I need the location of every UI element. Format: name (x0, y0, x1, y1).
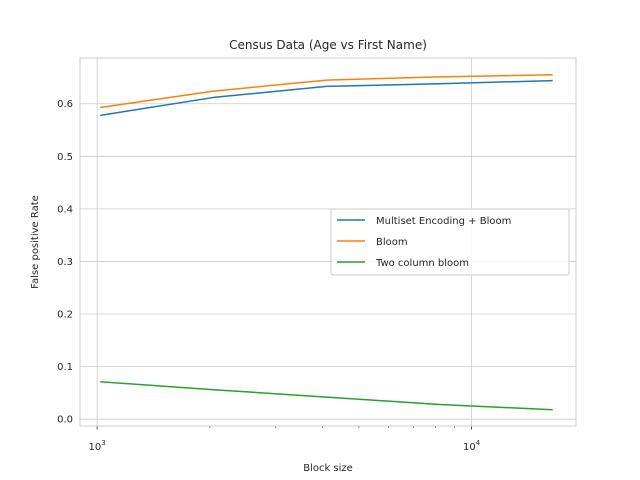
y-tick-label: 0.1 (57, 362, 73, 373)
legend-label: Bloom (376, 237, 408, 248)
legend: Multiset Encoding + Bloom Bloom Two column… (330, 208, 570, 276)
legend-label: Two column bloom (375, 258, 469, 269)
chart-title: Census Data (Age vs First Name) (229, 38, 427, 52)
legend-label: Multiset Encoding + Bloom (376, 216, 511, 227)
x-axis-label: Block size (303, 463, 353, 474)
y-axis-label: False positive Rate (30, 195, 41, 289)
y-tick-label: 0.3 (57, 257, 73, 268)
y-tick-label: 0.4 (57, 204, 73, 215)
y-tick-label: 0.6 (57, 99, 73, 110)
series-line (100, 381, 553, 411)
series-lines (100, 74, 553, 411)
plot-frame (79, 57, 577, 427)
y-tick-label: 0.0 (57, 415, 73, 426)
y-tick-label: 0.5 (57, 152, 73, 163)
legend-box (330, 208, 570, 276)
y-tick-label: 0.2 (57, 310, 73, 321)
series-line (100, 74, 553, 109)
series-line (100, 79, 553, 117)
y-tick-labels: 0.0 0.1 0.2 0.3 0.4 0.5 0.6 (57, 99, 73, 425)
